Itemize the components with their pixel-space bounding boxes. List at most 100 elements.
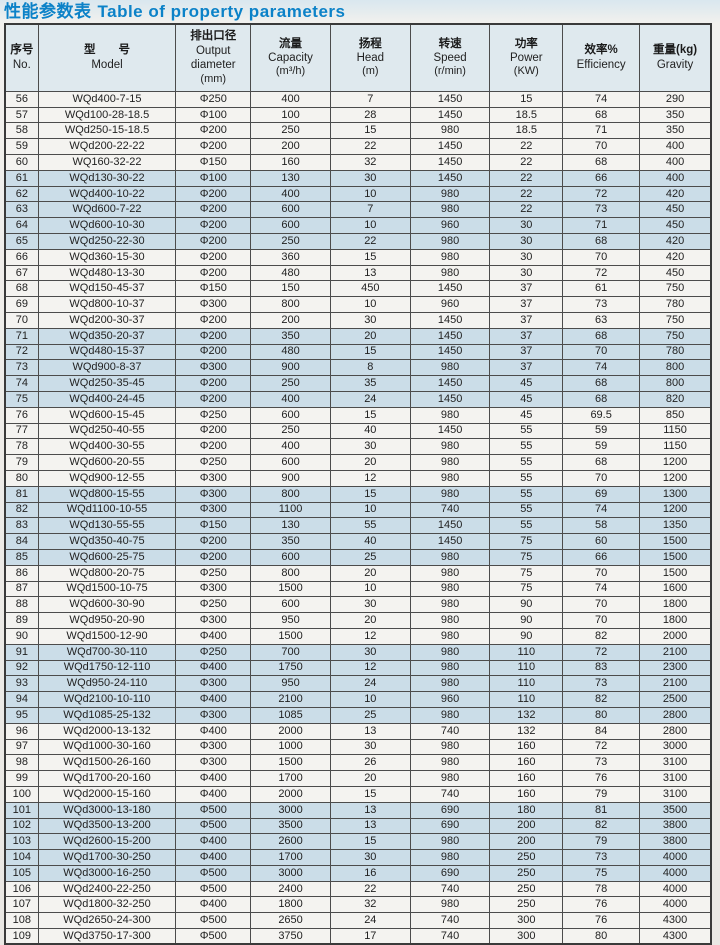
cell-power: 250 — [489, 896, 564, 914]
cell-no: 71 — [4, 327, 39, 345]
cell-no: 72 — [4, 343, 39, 361]
cell-power: 55 — [489, 501, 564, 519]
table-row: 69 WQd800-10-37 Φ300 800 10 960 37 73 780 — [4, 296, 712, 313]
cell-capacity: 2000 — [250, 785, 331, 803]
cell-speed: 980 — [409, 454, 491, 471]
cell-efficiency: 78 — [562, 880, 641, 898]
cell-efficiency: 82 — [562, 627, 641, 645]
cell-head: 17 — [329, 928, 411, 945]
cell-efficiency: 68 — [562, 454, 641, 471]
cell-diameter: Φ300 — [175, 675, 252, 693]
cell-model: WQd2000-13-132 — [37, 722, 177, 740]
cell-diameter: Φ250 — [175, 90, 252, 108]
cell-diameter: Φ200 — [175, 138, 252, 156]
cell-model: WQd800-15-55 — [37, 485, 177, 503]
table-row: 87 WQd1500-10-75 Φ300 1500 10 980 75 74 1600 — [4, 580, 712, 598]
cell-gravity: 850 — [639, 406, 712, 424]
table-row: 95 WQd1085-25-132 Φ300 1085 25 980 132 80 2800 — [4, 706, 712, 724]
cell-head: 25 — [329, 706, 411, 724]
table-header-row: 序号 No. 型 号 Model 排出口径 Output diameter (m… — [4, 23, 712, 92]
cell-power: 90 — [489, 627, 564, 645]
cell-diameter: Φ300 — [175, 754, 252, 772]
cell-diameter: Φ400 — [175, 627, 252, 645]
cell-model: WQd950-20-90 — [37, 612, 177, 629]
cell-model: WQd250-35-45 — [37, 375, 177, 392]
cell-diameter: Φ300 — [175, 580, 252, 598]
cell-capacity: 130 — [250, 169, 331, 187]
table-row: 108 WQd2650-24-300 Φ500 2650 24 740 300 76 4300 — [4, 912, 712, 930]
cell-power: 160 — [489, 754, 564, 772]
cell-capacity: 950 — [250, 675, 331, 693]
cell-model: WQd250-15-18.5 — [37, 122, 177, 140]
cell-gravity: 1200 — [639, 454, 712, 471]
cell-head: 13 — [329, 264, 411, 282]
cell-power: 75 — [489, 548, 564, 566]
cell-power: 90 — [489, 596, 564, 614]
cell-head: 10 — [329, 217, 411, 235]
cell-no: 69 — [4, 296, 39, 313]
cell-diameter: Φ200 — [175, 217, 252, 235]
cell-diameter: Φ200 — [175, 438, 252, 456]
cell-model: WQd700-30-110 — [37, 643, 177, 661]
cell-no: 94 — [4, 691, 39, 708]
cell-speed: 1450 — [409, 517, 491, 535]
cell-efficiency: 79 — [562, 833, 641, 851]
cell-head: 30 — [329, 438, 411, 456]
cell-head: 8 — [329, 359, 411, 377]
table-row: 74 WQd250-35-45 Φ200 250 35 1450 45 68 800 — [4, 375, 712, 392]
cell-speed: 690 — [409, 801, 491, 819]
cell-no: 80 — [4, 469, 39, 487]
cell-power: 250 — [489, 880, 564, 898]
table-row: 68 WQd150-45-37 Φ150 150 450 1450 37 61 750 — [4, 280, 712, 298]
cell-gravity: 2500 — [639, 691, 712, 708]
cell-efficiency: 72 — [562, 264, 641, 282]
cell-no: 98 — [4, 754, 39, 772]
cell-efficiency: 73 — [562, 296, 641, 313]
cell-model: WQd3750-17-300 — [37, 928, 177, 945]
table-row: 62 WQd400-10-22 Φ200 400 10 980 22 72 420 — [4, 185, 712, 203]
cell-no: 95 — [4, 706, 39, 724]
cell-head: 13 — [329, 801, 411, 819]
cell-model: WQd480-13-30 — [37, 264, 177, 282]
cell-speed: 980 — [409, 264, 491, 282]
cell-gravity: 1350 — [639, 517, 712, 535]
cell-efficiency: 83 — [562, 659, 641, 677]
cell-head: 15 — [329, 785, 411, 803]
cell-power: 160 — [489, 785, 564, 803]
table-row: 70 WQd200-30-37 Φ200 200 30 1450 37 63 750 — [4, 312, 712, 329]
cell-model: WQ160-32-22 — [37, 154, 177, 171]
cell-head: 40 — [329, 533, 411, 550]
cell-no: 77 — [4, 422, 39, 440]
cell-efficiency: 70 — [562, 343, 641, 361]
cell-speed: 740 — [409, 880, 491, 898]
cell-power: 22 — [489, 138, 564, 156]
cell-capacity: 400 — [250, 390, 331, 408]
cell-gravity: 3500 — [639, 801, 712, 819]
cell-power: 200 — [489, 833, 564, 851]
cell-model: WQd350-20-37 — [37, 327, 177, 345]
cell-model: WQd360-15-30 — [37, 248, 177, 266]
table-row: 90 WQd1500-12-90 Φ400 1500 12 980 90 82 2000 — [4, 627, 712, 645]
cell-model: WQd1800-32-250 — [37, 896, 177, 914]
table-row: 66 WQd360-15-30 Φ200 360 15 980 30 70 420 — [4, 248, 712, 266]
cell-efficiency: 68 — [562, 327, 641, 345]
cell-no: 101 — [4, 801, 39, 819]
cell-model: WQd2600-15-200 — [37, 833, 177, 851]
cell-speed: 980 — [409, 706, 491, 724]
cell-head: 30 — [329, 849, 411, 866]
cell-model: WQd900-8-37 — [37, 359, 177, 377]
cell-capacity: 700 — [250, 643, 331, 661]
cell-model: WQd400-24-45 — [37, 390, 177, 408]
col-header-capacity: 流量 Capacity (m³/h) — [250, 23, 331, 92]
cell-diameter: Φ500 — [175, 928, 252, 945]
cell-gravity: 2100 — [639, 643, 712, 661]
cell-capacity: 3000 — [250, 864, 331, 882]
cell-gravity: 1800 — [639, 612, 712, 629]
cell-speed: 960 — [409, 296, 491, 313]
cell-power: 132 — [489, 706, 564, 724]
cell-capacity: 950 — [250, 612, 331, 629]
cell-model: WQd2650-24-300 — [37, 912, 177, 930]
table-row: 61 WQd130-30-22 Φ100 130 30 1450 22 66 400 — [4, 169, 712, 187]
cell-head: 20 — [329, 327, 411, 345]
